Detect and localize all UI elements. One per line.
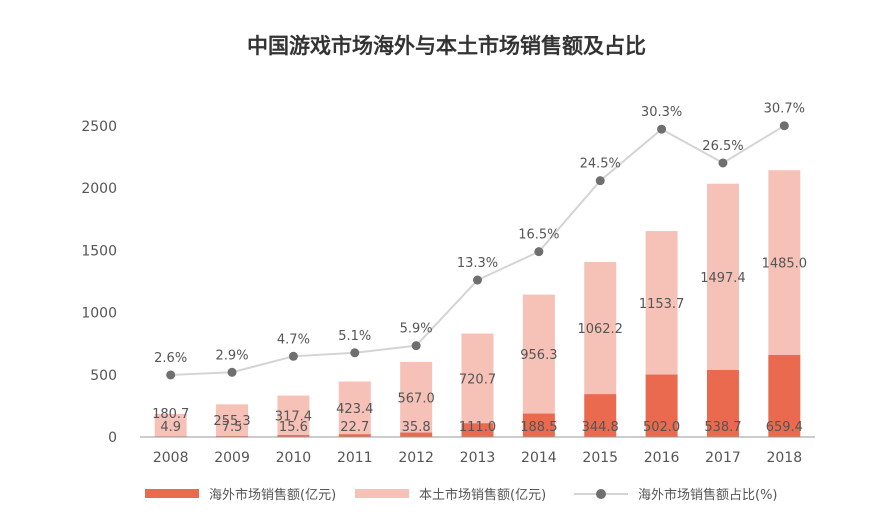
ratio-label: 2.9% — [216, 348, 249, 363]
legend-item-domestic: 本土市场销售额(亿元) — [355, 484, 546, 503]
bar-domestic — [400, 362, 433, 433]
ratio-label: 5.1% — [338, 329, 371, 344]
bar-domestic — [584, 261, 617, 395]
x-tick-label: 2015 — [582, 450, 618, 466]
ratio-label: 24.5% — [580, 157, 621, 172]
y-tick-label: 1500 — [81, 243, 117, 259]
chart-legend: 海外市场销售额(亿元) 本土市场销售额(亿元) 海外市场销售额占比(%) — [0, 484, 893, 508]
bar-overseas — [768, 354, 801, 437]
bar-overseas — [522, 413, 555, 437]
legend-item-ratio: 海外市场销售额占比(%) — [574, 484, 778, 503]
ratio-label: 30.3% — [641, 105, 682, 120]
bar-overseas — [706, 369, 739, 437]
label-overseas: 111.0 — [459, 420, 496, 435]
x-tick-label: 2010 — [276, 450, 312, 466]
bar-domestic — [154, 413, 187, 437]
ratio-label: 2.6% — [154, 351, 187, 366]
x-tick-label: 2008 — [153, 450, 189, 466]
ratio-label: 5.9% — [400, 322, 433, 337]
x-tick-label: 2011 — [337, 450, 373, 466]
label-overseas: 538.7 — [704, 420, 741, 435]
legend-label-domestic: 本土市场销售额(亿元) — [419, 488, 547, 503]
y-tick-label: 2500 — [81, 119, 117, 135]
x-tick-label: 2012 — [398, 450, 434, 466]
legend-label-overseas: 海外市场销售额(亿元) — [209, 488, 337, 503]
label-overseas: 4.9 — [160, 420, 181, 435]
bar-overseas — [400, 432, 433, 437]
x-tick-label: 2013 — [460, 450, 496, 466]
ratio-label: 13.3% — [457, 256, 498, 271]
label-domestic: 1485.0 — [762, 257, 808, 272]
bar-overseas — [584, 394, 617, 437]
ratio-point — [227, 367, 237, 377]
y-tick-label: 0 — [108, 430, 117, 446]
bar-domestic — [277, 395, 310, 436]
legend-item-overseas: 海外市场销售额(亿元) — [145, 484, 336, 503]
ratio-point — [657, 124, 667, 134]
label-domestic: 423.4 — [336, 402, 373, 417]
ratio-label: 26.5% — [702, 139, 743, 154]
ratio-point — [473, 275, 482, 285]
bar-domestic — [768, 170, 801, 355]
ratio-point — [595, 176, 605, 186]
label-overseas: 22.7 — [340, 420, 369, 435]
ratio-label: 4.7% — [277, 332, 310, 347]
ratio-point — [779, 121, 789, 131]
label-domestic: 1153.7 — [639, 297, 685, 312]
y-tick-label: 2000 — [81, 181, 117, 197]
bar-domestic — [645, 231, 678, 375]
x-tick-label: 2014 — [521, 450, 557, 466]
label-domestic: 317.4 — [275, 409, 312, 424]
label-domestic: 180.7 — [152, 407, 189, 422]
ratio-point — [350, 348, 360, 358]
label-domestic: 720.7 — [459, 372, 496, 387]
chart-title: 中国游戏市场海外与本土市场销售额及占比 — [247, 34, 646, 58]
ratio-point — [718, 158, 728, 168]
legend-line-ratio — [574, 488, 628, 500]
x-tick-label: 2018 — [766, 450, 802, 466]
label-overseas: 35.8 — [402, 420, 431, 435]
bar-domestic — [216, 404, 249, 437]
label-domestic: 255.3 — [213, 414, 250, 429]
bar-domestic — [706, 183, 739, 370]
label-domestic: 567.0 — [398, 391, 435, 406]
bar-overseas — [645, 374, 678, 437]
bar-domestic — [522, 294, 555, 414]
bar-domestic — [461, 333, 494, 424]
bar-domestic — [338, 381, 371, 435]
label-overseas: 659.4 — [766, 420, 803, 435]
x-tick-label: 2016 — [644, 450, 680, 466]
ratio-point — [166, 370, 176, 380]
legend-label-ratio: 海外市场销售额占比(%) — [638, 488, 778, 503]
legend-swatch-overseas — [145, 489, 199, 498]
ratio-label: 30.7% — [764, 102, 805, 117]
label-domestic: 1062.2 — [577, 322, 623, 337]
label-overseas: 188.5 — [520, 420, 557, 435]
label-domestic: 1497.4 — [700, 271, 746, 286]
label-overseas: 15.6 — [279, 420, 308, 435]
bar-overseas — [277, 435, 310, 437]
label-overseas: 7.5 — [222, 420, 243, 435]
x-tick-label: 2009 — [214, 450, 250, 466]
ratio-label: 16.5% — [518, 228, 559, 243]
y-tick-label: 1000 — [81, 306, 117, 322]
bar-overseas — [461, 423, 494, 437]
legend-swatch-domestic — [355, 489, 409, 498]
ratio-point — [288, 351, 298, 361]
bar-overseas — [338, 434, 371, 437]
y-tick-label: 500 — [90, 368, 117, 384]
ratio-point — [411, 341, 421, 351]
label-overseas: 502.0 — [643, 420, 680, 435]
label-overseas: 344.8 — [582, 420, 619, 435]
ratio-point — [534, 247, 544, 257]
x-tick-label: 2017 — [705, 450, 741, 466]
label-domestic: 956.3 — [520, 348, 557, 363]
